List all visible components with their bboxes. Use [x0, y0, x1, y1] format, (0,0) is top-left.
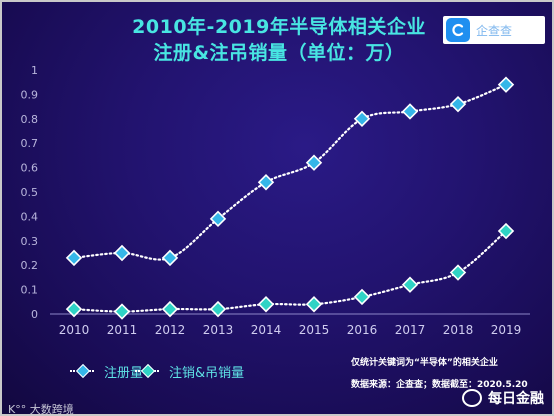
- data-point-marker: [449, 95, 467, 113]
- source-badge: K°° 大数跨境: [8, 403, 74, 416]
- data-point-marker: [305, 154, 323, 171]
- series-line: [72, 83, 508, 261]
- kuajing-logo-icon: K°°: [8, 403, 30, 416]
- x-tick-label: 2013: [203, 323, 234, 337]
- series-1: [65, 76, 515, 267]
- y-tick-label: 0: [31, 308, 38, 321]
- x-tick-label: 2014: [251, 323, 282, 337]
- legend-item-registrations: 注册量: [70, 362, 144, 381]
- data-point-marker: [257, 296, 275, 313]
- x-tick-labels: 2010 2011 2012 2013 2014 2015 2016 2017 2018 2019: [59, 323, 522, 337]
- scope-note: 仅统计关键词为“半导体”的相关企业: [351, 358, 498, 368]
- data-point-marker: [161, 300, 179, 318]
- y-tick-label: 0.7: [21, 137, 39, 150]
- data-point-marker: [497, 222, 515, 240]
- source-note: 数据来源：企查查；数据截至：2020.5.20: [351, 380, 528, 390]
- x-tick-label: 2012: [155, 323, 186, 337]
- x-tick-label: 2015: [299, 323, 330, 337]
- data-point-marker: [449, 264, 467, 281]
- data-point-marker: [353, 110, 371, 128]
- legend-item-cancellations: 注销&吊销量: [135, 362, 245, 381]
- data-point-marker: [497, 76, 515, 93]
- data-point-marker: [113, 303, 131, 320]
- y-tick-label: 1: [31, 64, 38, 77]
- data-point-marker: [401, 103, 419, 120]
- legend-line-icon: [135, 363, 159, 379]
- y-tick-label: 0.4: [21, 210, 39, 223]
- series-layer: [65, 76, 515, 320]
- data-point-marker: [305, 296, 323, 313]
- data-point-marker: [401, 276, 419, 293]
- x-tick-label: 2019: [491, 323, 522, 337]
- data-point-marker: [113, 244, 131, 262]
- legend-line-icon: [70, 363, 94, 379]
- diamond-marker-icon: [140, 363, 156, 379]
- x-tick-label: 2010: [59, 323, 90, 337]
- data-point-marker: [353, 288, 371, 306]
- y-tick-label: 0.6: [21, 162, 39, 175]
- y-tick-labels: 0 0.1 0.2 0.3 0.4 0.5 0.6 0.7 0.8 0.9 1: [21, 64, 39, 321]
- data-point-marker: [257, 174, 275, 191]
- legend-label: 注销&吊销量: [169, 365, 245, 381]
- data-point-marker: [161, 249, 179, 267]
- y-tick-label: 0.5: [21, 186, 39, 199]
- logo-text: 企查查: [476, 23, 513, 38]
- series-line: [72, 229, 508, 313]
- data-point-marker: [209, 210, 227, 228]
- logo-c-icon: [446, 18, 470, 42]
- diamond-marker-icon: [75, 363, 91, 379]
- y-tick-label: 0.2: [21, 259, 39, 272]
- wechat-icon: [462, 389, 482, 407]
- x-tick-label: 2018: [443, 323, 474, 337]
- y-tick-label: 0.3: [21, 235, 39, 248]
- legend-label: 注册量: [104, 365, 144, 381]
- x-tick-label: 2016: [347, 323, 378, 337]
- chart-title: 2010年-2019年半导体相关企业: [132, 16, 426, 38]
- watermark: 每日金融: [462, 388, 544, 408]
- x-tick-label: 2017: [395, 323, 426, 337]
- y-tick-label: 0.8: [21, 113, 39, 126]
- data-point-marker: [65, 300, 83, 318]
- qichacha-logo: 企查查: [443, 16, 545, 44]
- x-tick-label: 2011: [107, 323, 138, 337]
- data-point-marker: [65, 249, 83, 267]
- data-point-marker: [209, 300, 227, 318]
- chart-subtitle: 注册&注吊销量（单位：万）: [153, 42, 405, 64]
- y-tick-label: 0.1: [21, 284, 39, 297]
- series-2: [65, 222, 515, 320]
- y-tick-label: 0.9: [21, 88, 39, 101]
